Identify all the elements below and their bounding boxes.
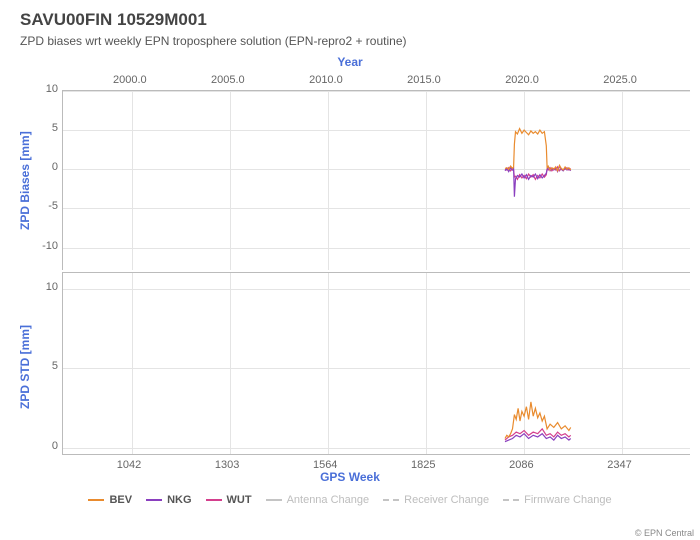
ytick-biases: 10 <box>28 83 58 95</box>
legend-label: BEV <box>109 494 132 506</box>
credit-text: © EPN Central <box>635 528 694 538</box>
legend-swatch <box>146 499 162 501</box>
xtick-top: 2010.0 <box>309 74 343 86</box>
legend-swatch <box>266 499 282 501</box>
chart-title: SAVU00FIN 10529M001 <box>20 10 207 30</box>
xtick-bottom: 1825 <box>411 459 435 471</box>
legend-item-firmware-change[interactable]: Firmware Change <box>503 494 611 506</box>
xtick-top: 2020.0 <box>505 74 539 86</box>
xtick-top: 2015.0 <box>407 74 441 86</box>
xtick-bottom: 1042 <box>117 459 141 471</box>
xtick-top: 2025.0 <box>603 74 637 86</box>
legend-swatch <box>383 499 399 501</box>
ytick-biases: 0 <box>28 161 58 173</box>
series-line <box>63 91 691 271</box>
legend: BEV NKG WUT Antenna Change Receiver Change Fi… <box>0 494 700 506</box>
ylabel-biases: ZPD Biases [mm] <box>18 131 32 230</box>
top-axis-label: Year <box>0 55 700 69</box>
xtick-bottom: 2086 <box>509 459 533 471</box>
xtick-bottom: 1303 <box>215 459 239 471</box>
ytick-std: 5 <box>28 360 58 372</box>
xtick-top: 2000.0 <box>113 74 147 86</box>
ytick-biases: -5 <box>28 200 58 212</box>
legend-swatch <box>206 499 222 501</box>
legend-label: Antenna Change <box>287 494 370 506</box>
ytick-std: 10 <box>28 281 58 293</box>
legend-label: Firmware Change <box>524 494 611 506</box>
legend-item-bev[interactable]: BEV <box>88 494 132 506</box>
ytick-std: 0 <box>28 440 58 452</box>
legend-label: WUT <box>227 494 252 506</box>
ytick-biases: 5 <box>28 122 58 134</box>
bottom-axis-label: GPS Week <box>0 470 700 484</box>
ytick-biases: -10 <box>28 240 58 252</box>
legend-item-nkg[interactable]: NKG <box>146 494 191 506</box>
xtick-bottom: 2347 <box>607 459 631 471</box>
legend-label: Receiver Change <box>404 494 489 506</box>
legend-item-receiver-change[interactable]: Receiver Change <box>383 494 489 506</box>
plot-panel-std <box>62 272 690 455</box>
chart-subtitle: ZPD biases wrt weekly EPN troposphere so… <box>20 34 407 48</box>
legend-item-antenna-change[interactable]: Antenna Change <box>266 494 370 506</box>
xtick-top: 2005.0 <box>211 74 245 86</box>
legend-item-wut[interactable]: WUT <box>206 494 252 506</box>
series-line <box>63 273 691 456</box>
legend-swatch <box>88 499 104 501</box>
legend-label: NKG <box>167 494 191 506</box>
xtick-bottom: 1564 <box>313 459 337 471</box>
legend-swatch <box>503 499 519 501</box>
plot-panel-biases <box>62 90 690 270</box>
chart-container: SAVU00FIN 10529M001 ZPD biases wrt weekl… <box>0 0 700 540</box>
